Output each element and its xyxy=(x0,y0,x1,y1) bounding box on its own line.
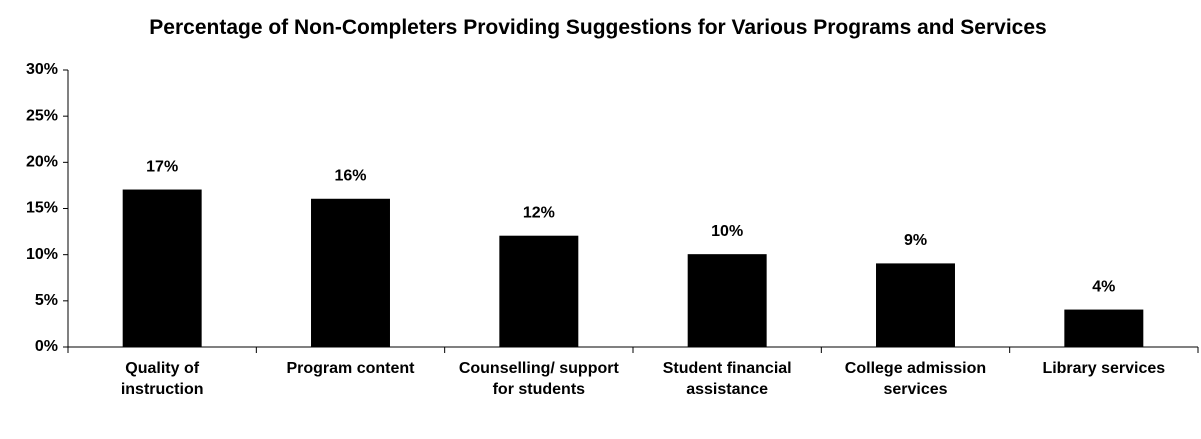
y-tick-label: 30% xyxy=(26,61,58,78)
x-tick-label: Library services xyxy=(1042,360,1166,377)
value-label: 4% xyxy=(1092,278,1115,295)
value-label: 12% xyxy=(523,204,555,221)
x-tick-label-box: Library services xyxy=(1042,360,1166,377)
chart-title-box: Percentage of Non-Completers Providing S… xyxy=(149,16,1047,39)
y-tick-label: 10% xyxy=(26,246,58,263)
x-tick-label-box: Counselling/ support for students xyxy=(458,360,619,398)
x-tick-label-box: Student financial assistance xyxy=(662,360,792,398)
chart-title: Percentage of Non-Completers Providing S… xyxy=(149,16,1047,39)
y-tick-label: 25% xyxy=(26,107,58,124)
bar xyxy=(687,254,767,348)
x-tick-label: Quality of instruction xyxy=(120,360,204,398)
y-tick-label: 15% xyxy=(26,200,58,217)
bar xyxy=(122,189,202,348)
y-tick-label: 0% xyxy=(35,338,58,355)
value-label: 9% xyxy=(904,232,927,249)
x-tick-label-box: Program content xyxy=(286,360,415,377)
y-tick-label: 20% xyxy=(26,154,58,171)
x-tick-label: Program content xyxy=(286,360,415,377)
x-tick-label: College admission services xyxy=(844,360,987,398)
x-tick-label-box: Quality of instruction xyxy=(120,360,204,398)
value-label: 17% xyxy=(146,158,178,175)
bar xyxy=(311,198,390,348)
x-tick-label-box: College admission services xyxy=(844,360,987,398)
value-label: 16% xyxy=(334,167,366,184)
bar xyxy=(876,263,955,348)
bar xyxy=(1064,309,1144,348)
value-label: 10% xyxy=(711,223,743,240)
x-tick-label: Counselling/ support for students xyxy=(458,360,619,398)
bar xyxy=(499,235,579,348)
y-tick-label: 5% xyxy=(35,292,58,309)
x-tick-label: Student financial assistance xyxy=(662,360,792,398)
